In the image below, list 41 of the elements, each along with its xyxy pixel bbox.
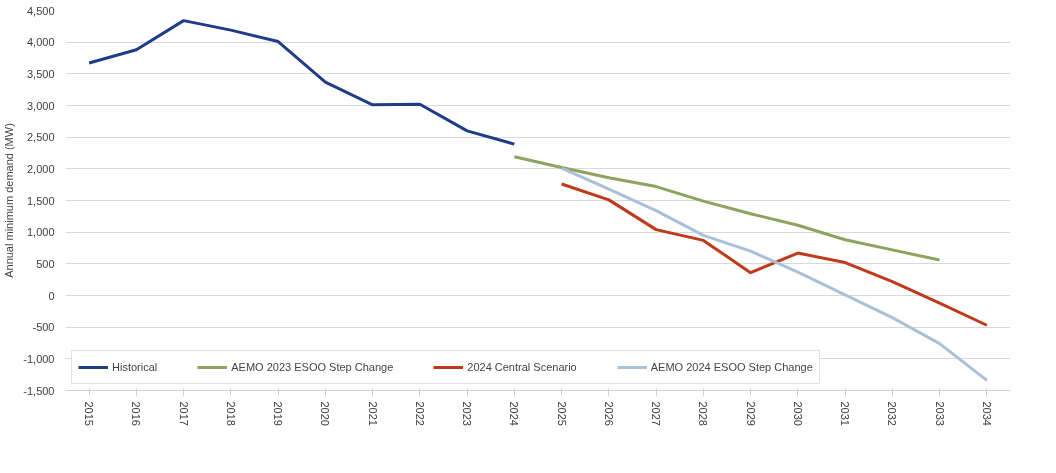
y-tick-label: 1,500: [26, 194, 55, 207]
y-tick-label: 4,500: [26, 4, 55, 17]
x-tick-label: 2019: [272, 401, 285, 426]
y-tick-label: 500: [36, 257, 55, 270]
x-tick-label: 2024: [508, 401, 521, 426]
legend-label: AEMO 2023 ESOO Step Change: [231, 361, 394, 373]
x-tick-label: 2032: [886, 401, 899, 426]
y-tick-label: 4,000: [26, 36, 55, 49]
x-tick-label: 2018: [224, 401, 237, 426]
x-tick-label: 2033: [933, 401, 946, 426]
y-tick-label: 2,500: [26, 131, 55, 144]
y-tick-label: -1,000: [23, 352, 55, 365]
line-series: [87, 19, 516, 146]
y-tick-label: -1,500: [23, 384, 55, 397]
x-tick-label: 2025: [555, 401, 568, 426]
x-tick-label: 2027: [650, 401, 663, 426]
x-tick-label: 2026: [602, 401, 615, 426]
line-series: [560, 182, 989, 327]
y-tick-label: 0: [48, 289, 55, 302]
x-tick-label: 2030: [791, 401, 804, 426]
legend-label: Historical: [112, 361, 158, 373]
x-tick-label: 2017: [177, 401, 190, 426]
y-tick-label: 3,000: [26, 99, 55, 112]
x-tick-label: 2021: [366, 401, 379, 426]
y-tick-label: 3,500: [26, 67, 55, 80]
x-tick-label: 2022: [413, 401, 426, 426]
x-tick-label: 2016: [130, 401, 143, 426]
y-tick-label: 2,000: [26, 162, 55, 175]
line-series: [512, 155, 942, 262]
legend-label: AEMO 2024 ESOO Step Change: [650, 361, 813, 373]
x-tick-label: 2034: [980, 401, 993, 426]
x-tick-label: 2023: [461, 401, 474, 426]
x-tick-label: 2031: [839, 401, 852, 426]
y-axis-title: Annual minimum demand (MW): [3, 123, 16, 278]
x-tick-label: 2029: [744, 401, 757, 426]
legend-label: 2024 Central Scenario: [467, 361, 577, 373]
y-tick-label: 1,000: [26, 226, 55, 239]
x-tick-label: 2028: [697, 401, 710, 426]
x-tick-label: 2015: [83, 401, 96, 426]
y-tick-label: -500: [32, 321, 55, 334]
x-tick-label: 2020: [319, 401, 332, 426]
